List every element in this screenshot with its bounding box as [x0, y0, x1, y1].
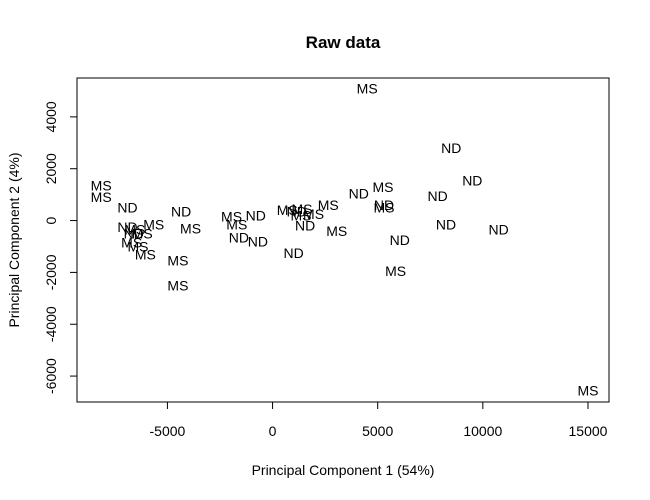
point-label: MS [374, 200, 395, 216]
point-label: ND [295, 218, 315, 234]
point-label: ND [229, 229, 249, 245]
point-label: ND [117, 219, 137, 235]
x-tick-label: -5000 [150, 423, 186, 439]
point-label: MS [180, 220, 201, 236]
x-axis-label: Principal Component 1 (54%) [252, 462, 435, 478]
point-label: ND [117, 200, 137, 216]
y-tick-label: 0 [43, 216, 59, 224]
x-tick-label: 5000 [362, 423, 393, 439]
point-label: ND [488, 222, 508, 238]
point-label: MS [303, 206, 324, 222]
point-label: MS [91, 189, 112, 205]
point-label: ND [428, 188, 448, 204]
point-label: MS [167, 277, 188, 293]
point-label: MS [121, 235, 142, 251]
point-label: MS [167, 253, 188, 269]
point-label: ND [349, 185, 369, 201]
point-label: MS [135, 246, 156, 262]
point-label: ND [441, 140, 461, 156]
point-label: ND [287, 203, 307, 219]
chart-title: Raw data [306, 33, 381, 52]
point-label: ND [124, 226, 144, 242]
y-axis: -6000 -4000 -2000 0 2000 4000 [43, 101, 78, 394]
plot-frame [76, 77, 610, 403]
point-label: ND [436, 216, 456, 232]
point-label: MS [357, 80, 378, 96]
point-label: ND [462, 172, 482, 188]
point-label: ND [283, 245, 303, 261]
y-axis-label: Principal Component 2 (4%) [6, 152, 22, 327]
point-label: ND [248, 233, 268, 249]
point-label: ND [246, 207, 266, 223]
point-label: MS [290, 207, 311, 223]
point-label: MS [318, 197, 339, 213]
point-label: MS [577, 382, 598, 398]
x-tick-label: 0 [269, 423, 277, 439]
point-label: ND [390, 232, 410, 248]
y-tick-label: -2000 [43, 254, 59, 290]
point-label: MS [143, 216, 164, 232]
point-label: MS [91, 178, 112, 194]
y-tick-label: -4000 [43, 306, 59, 342]
point-label: ND [171, 203, 191, 219]
point-label: MS [385, 263, 406, 279]
y-tick-label: -6000 [43, 358, 59, 394]
x-tick-label: 10000 [463, 423, 502, 439]
y-tick-label: 4000 [43, 101, 59, 132]
point-label: MS [226, 216, 247, 232]
point-label: MS [221, 209, 242, 225]
point-label: MS [326, 223, 347, 239]
point-label: ND [374, 197, 394, 213]
point-label: MS [124, 222, 145, 238]
point-label: MS [132, 226, 153, 242]
point-label: MS [291, 201, 312, 217]
x-axis: -5000 0 5000 10000 15000 [150, 401, 608, 439]
x-tick-label: 15000 [569, 423, 608, 439]
point-label: MS [127, 238, 148, 254]
point-label: MS [277, 202, 298, 218]
point-label: MS [372, 179, 393, 195]
y-tick-label: 2000 [43, 153, 59, 184]
